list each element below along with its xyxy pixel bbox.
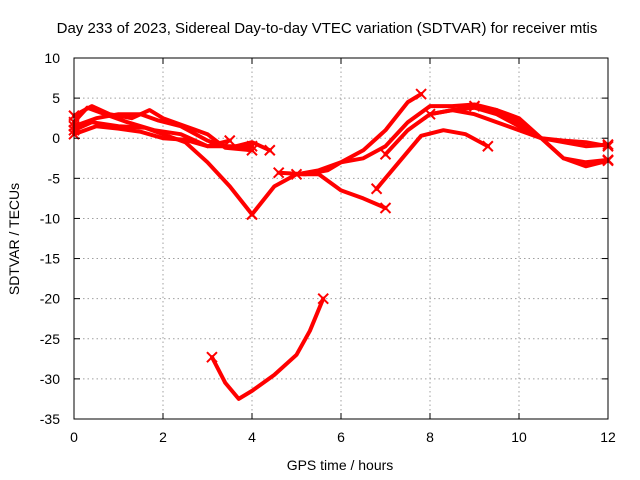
series-line-arc-4 bbox=[72, 104, 254, 153]
y-tick-label: -15 bbox=[40, 251, 60, 267]
ticks bbox=[73, 57, 609, 420]
series-line-arc-2 bbox=[72, 112, 272, 153]
series-line-arc-6 bbox=[250, 172, 388, 217]
y-tick-label: 0 bbox=[52, 130, 60, 146]
series-line-arc-3 bbox=[72, 120, 254, 217]
series-endpoint-marker bbox=[379, 148, 392, 160]
series-endpoint-marker bbox=[206, 351, 218, 363]
series-endpoint-marker bbox=[468, 100, 481, 112]
y-tick-label: -10 bbox=[40, 210, 60, 226]
x-tick-label: 10 bbox=[511, 429, 527, 445]
series-endpoint-marker bbox=[246, 208, 258, 221]
x-tick-label: 4 bbox=[248, 429, 256, 445]
series-endpoint-marker bbox=[290, 168, 303, 181]
y-tick-label: -25 bbox=[40, 331, 60, 347]
series-line-arc-13 bbox=[210, 296, 326, 401]
series-endpoint-marker bbox=[415, 88, 427, 100]
x-tick-labels: 0 2 4 6 8 10 12 bbox=[70, 429, 616, 445]
x-tick-label: 12 bbox=[600, 429, 616, 445]
series-endpoint-marker bbox=[379, 202, 392, 214]
series-line-arc-8 bbox=[294, 92, 424, 177]
series-line-arc-5 bbox=[72, 124, 232, 149]
series-endpoint-marker bbox=[246, 144, 258, 156]
series-endpoint-marker bbox=[264, 144, 276, 156]
gridlines bbox=[74, 58, 608, 419]
y-tick-label: -5 bbox=[48, 170, 61, 186]
series-line-arc-10 bbox=[383, 105, 610, 165]
x-tick-label: 2 bbox=[159, 429, 167, 445]
series-endpoint-marker bbox=[370, 183, 383, 195]
series-endpoint-marker bbox=[272, 167, 285, 179]
y-tick-labels: 10 5 0 -5 -10 -15 -20 -25 -30 -35 bbox=[40, 50, 60, 427]
x-axis-label: GPS time / hours bbox=[287, 457, 394, 473]
x-tick-label: 6 bbox=[337, 429, 345, 445]
y-tick-label: -30 bbox=[40, 371, 60, 387]
series-endpoint-marker bbox=[482, 140, 494, 152]
series-endpoint-marker bbox=[424, 108, 436, 120]
y-tick-label: -20 bbox=[40, 291, 60, 307]
series-group bbox=[68, 88, 614, 401]
series-line-arc-9 bbox=[374, 128, 490, 191]
x-tick-label: 8 bbox=[426, 429, 434, 445]
y-tick-label: -35 bbox=[40, 411, 60, 427]
y-tick-label: 5 bbox=[52, 90, 60, 106]
x-tick-label: 0 bbox=[70, 429, 78, 445]
series-endpoint-marker bbox=[317, 292, 329, 305]
chart-title: Day 233 of 2023, Sidereal Day-to-day VTE… bbox=[57, 20, 598, 37]
y-axis-label: SDTVAR / TECUs bbox=[6, 183, 22, 295]
series-line-arc-12 bbox=[472, 104, 610, 149]
y-tick-label: 10 bbox=[44, 50, 60, 66]
series-endpoint-marker bbox=[224, 134, 236, 147]
series-line-arc-11 bbox=[428, 108, 610, 149]
